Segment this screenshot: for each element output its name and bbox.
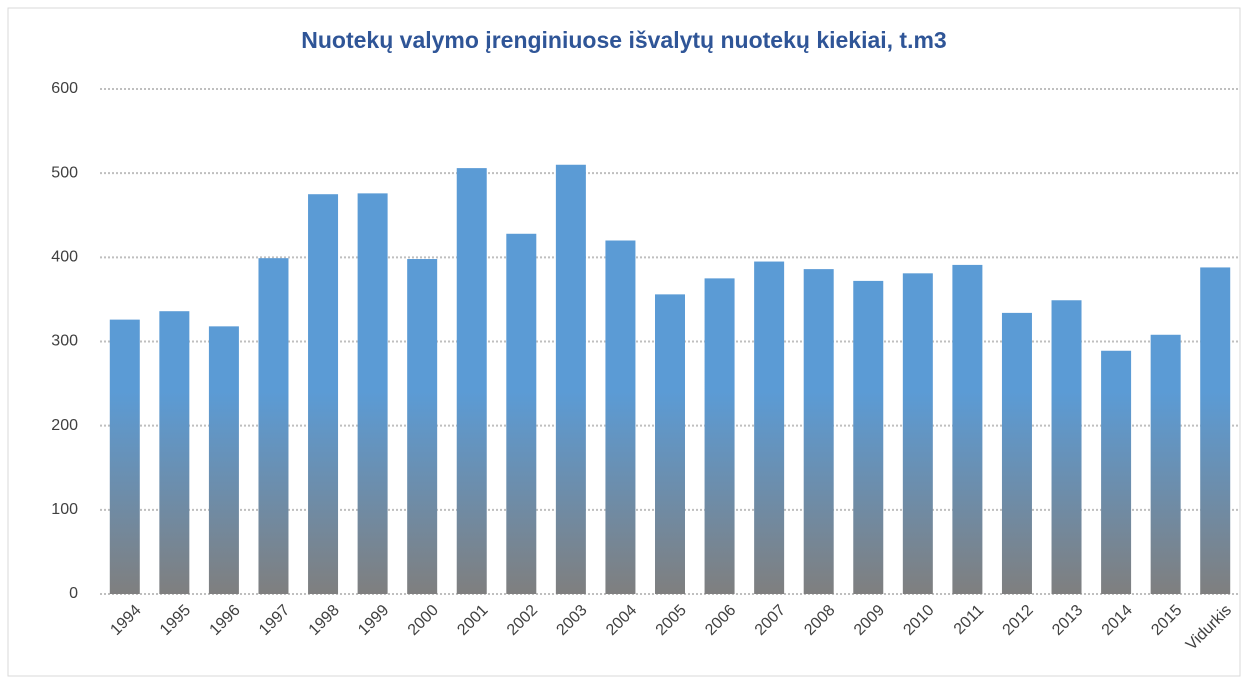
bar bbox=[407, 259, 438, 594]
bar bbox=[308, 194, 339, 595]
y-tick-label: 400 bbox=[51, 249, 78, 266]
bar bbox=[1101, 350, 1132, 594]
bar bbox=[109, 319, 140, 594]
bar bbox=[704, 278, 735, 594]
bar bbox=[902, 273, 933, 594]
y-tick-label: 300 bbox=[51, 333, 78, 350]
bar bbox=[605, 240, 636, 594]
bar bbox=[1001, 312, 1032, 594]
bar bbox=[506, 233, 537, 594]
y-tick-label: 200 bbox=[51, 417, 78, 434]
bar bbox=[853, 280, 884, 594]
bar bbox=[555, 164, 586, 594]
bar bbox=[1200, 267, 1231, 594]
y-tick-label: 0 bbox=[69, 585, 78, 602]
bar bbox=[456, 168, 487, 594]
bar bbox=[655, 294, 685, 594]
bar bbox=[754, 261, 785, 594]
bar bbox=[208, 326, 239, 594]
y-tick-label: 100 bbox=[51, 501, 78, 518]
bar bbox=[1051, 300, 1082, 594]
bar bbox=[803, 269, 834, 594]
bar bbox=[357, 193, 388, 594]
bar bbox=[952, 264, 983, 594]
bar bbox=[258, 258, 289, 594]
chart-title: Nuotekų valymo įrenginiuose išvalytų nuo… bbox=[301, 27, 946, 53]
bar bbox=[1150, 334, 1181, 594]
y-tick-label: 500 bbox=[51, 164, 78, 181]
bar bbox=[159, 311, 190, 594]
y-tick-label: 600 bbox=[51, 80, 78, 97]
